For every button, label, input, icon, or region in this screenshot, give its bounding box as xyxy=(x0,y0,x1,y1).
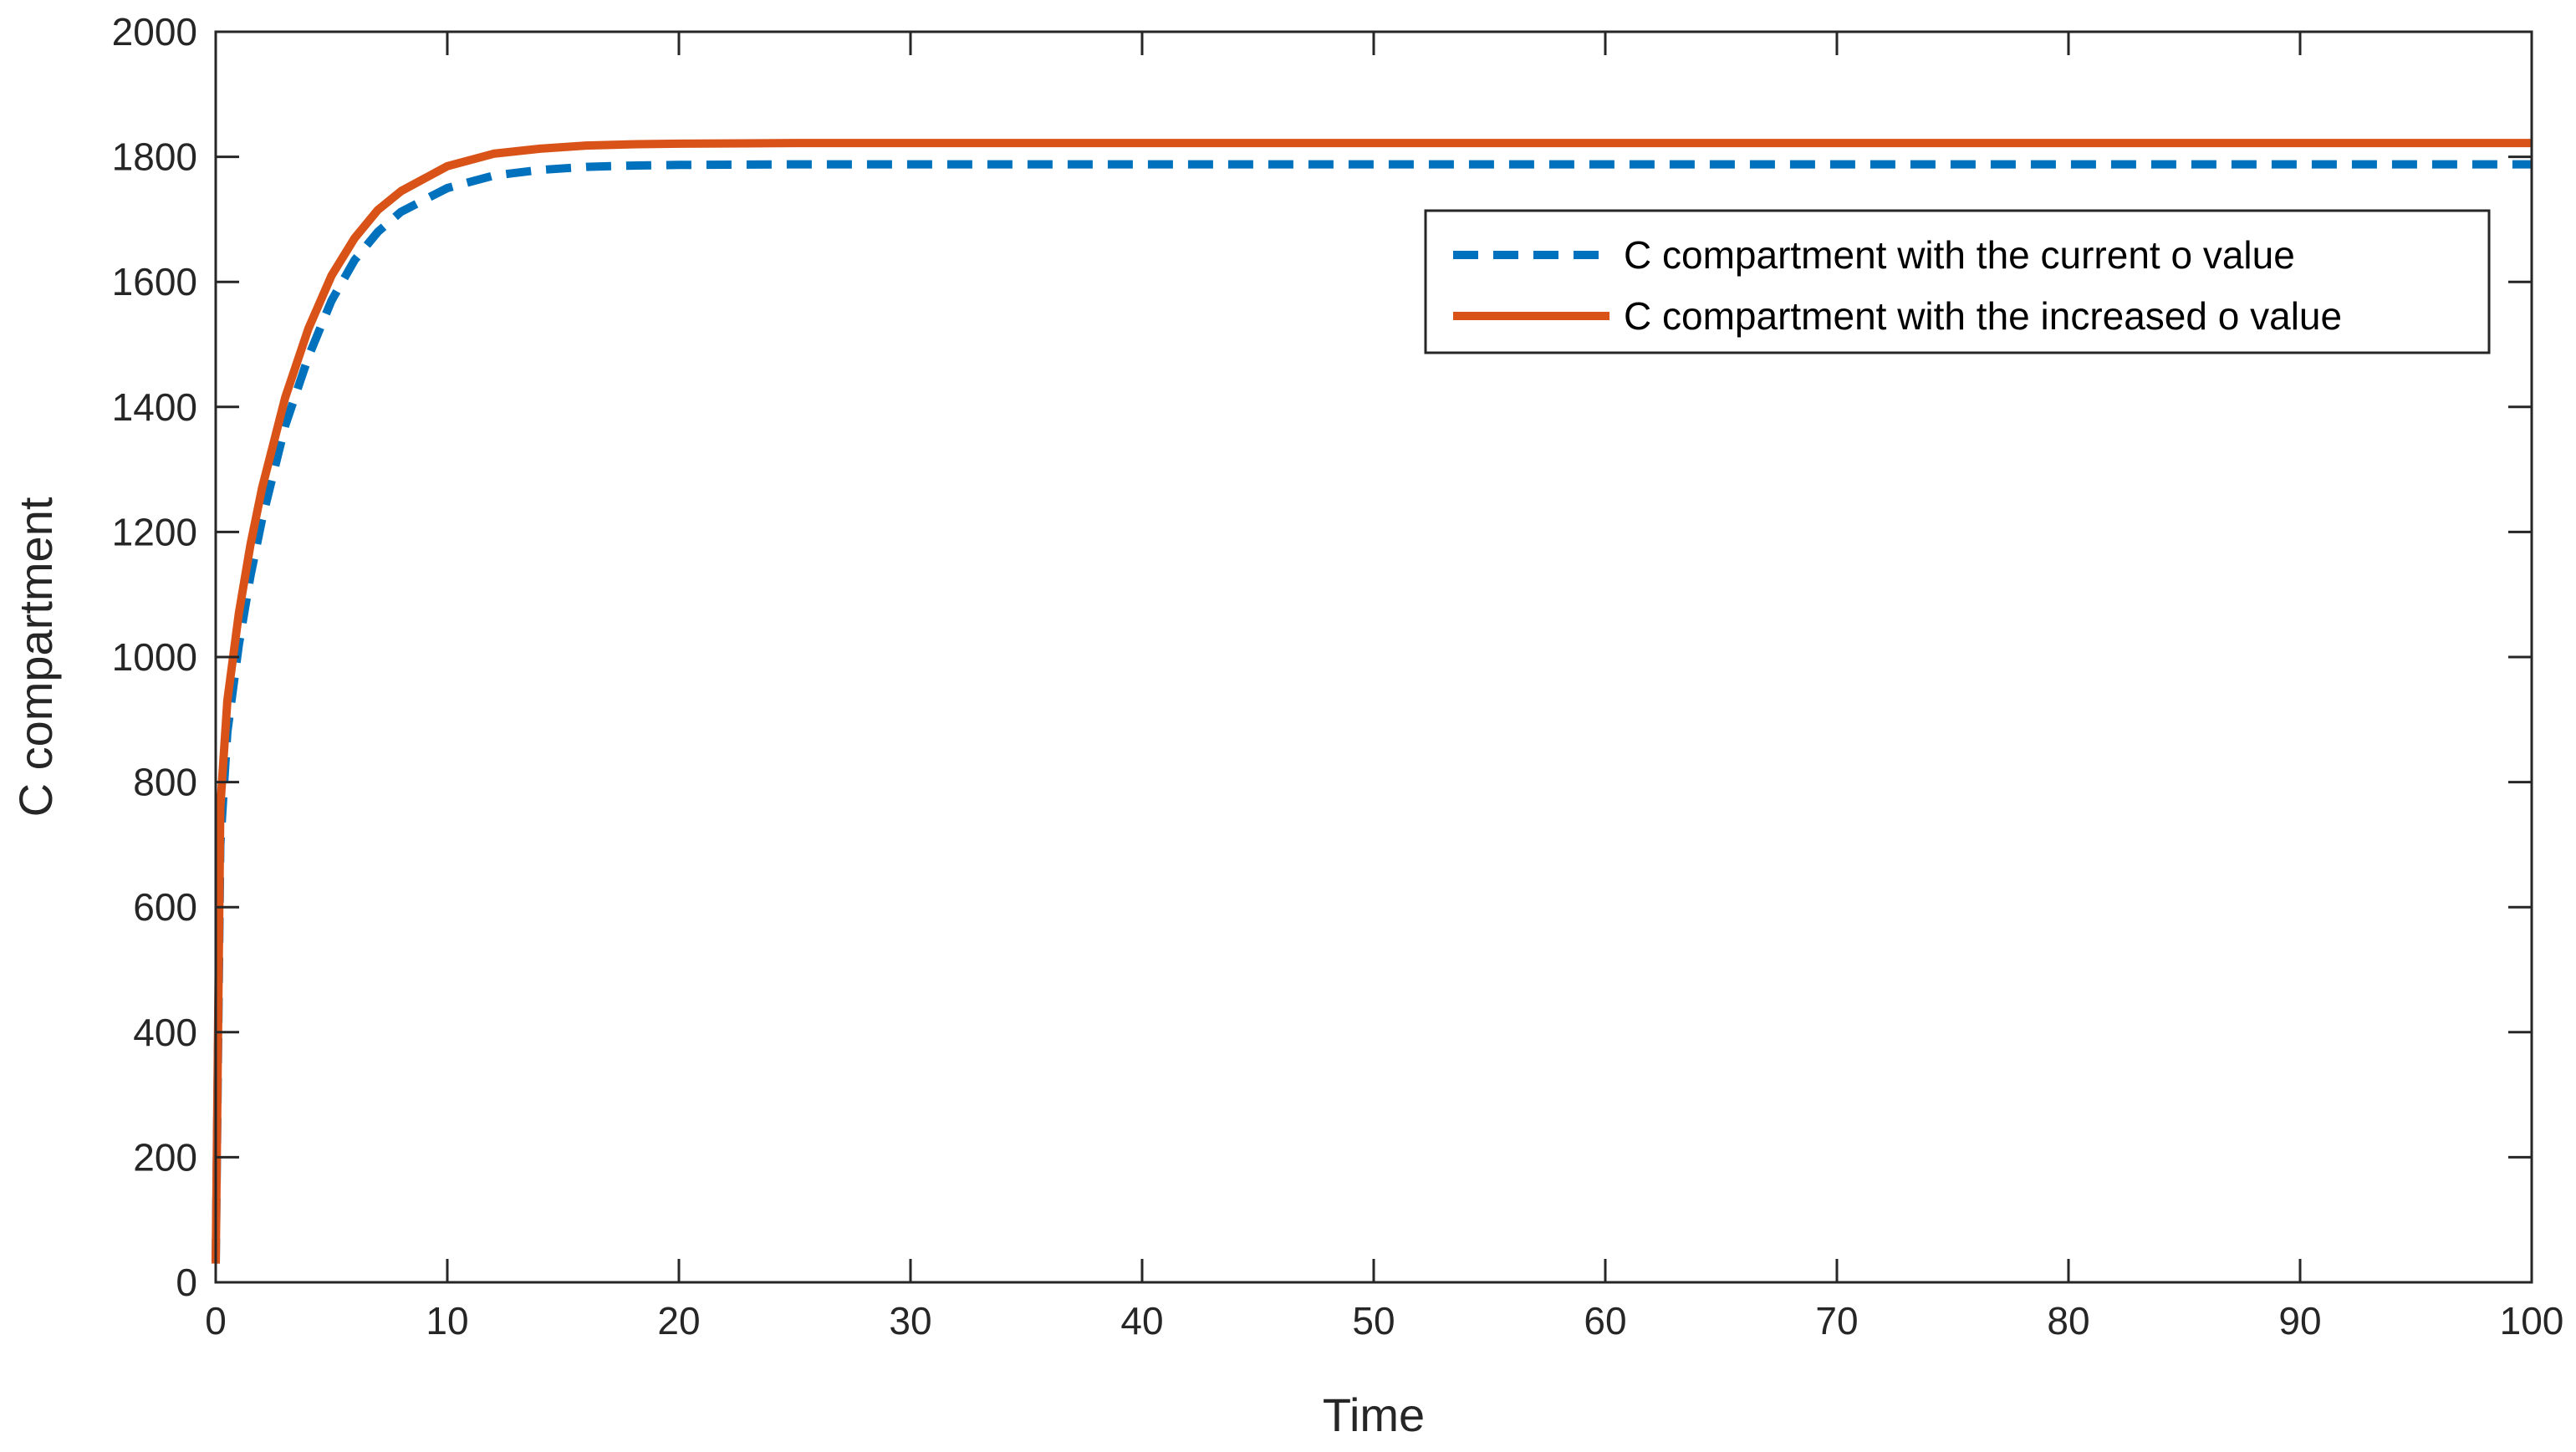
y-tick-label: 800 xyxy=(133,761,197,804)
y-tick-label: 600 xyxy=(133,885,197,929)
legend-label-current: C compartment with the current o value xyxy=(1624,233,2295,277)
y-tick-label: 1600 xyxy=(112,260,197,303)
x-tick-label: 70 xyxy=(1815,1299,1858,1342)
y-tick-label: 200 xyxy=(133,1135,197,1179)
x-tick-label: 40 xyxy=(1120,1299,1163,1342)
x-tick-label: 50 xyxy=(1352,1299,1395,1342)
y-tick-label: 400 xyxy=(133,1011,197,1054)
legend-box xyxy=(1424,209,2491,354)
plot-lines xyxy=(212,139,2532,1264)
y-tick-label: 2000 xyxy=(112,10,197,53)
legend: C compartment with the current o value C… xyxy=(1424,209,2491,354)
x-tick-label: 0 xyxy=(205,1299,227,1342)
x-tick-label: 10 xyxy=(426,1299,468,1342)
x-tick-label: 60 xyxy=(1584,1299,1626,1342)
y-axis-label: C compartment xyxy=(9,497,62,817)
y-tick-label: 1800 xyxy=(112,135,197,179)
x-tick-label: 30 xyxy=(889,1299,931,1342)
x-tick-label: 100 xyxy=(2500,1299,2564,1342)
x-tick-label: 90 xyxy=(2278,1299,2321,1342)
axis-ticks: 0 10 20 30 40 50 60 70 80 90 100020040060080010001… xyxy=(112,10,2564,1342)
series-line-current xyxy=(212,160,2532,1264)
y-tick-label: 1000 xyxy=(112,635,197,679)
x-axis-label: Time xyxy=(1323,1388,1425,1441)
y-tick-label: 1400 xyxy=(112,385,197,429)
x-tick-label: 80 xyxy=(2047,1299,2089,1342)
y-tick-label: 1200 xyxy=(112,510,197,553)
legend-label-increased: C compartment with the increased o value xyxy=(1624,294,2342,338)
series-line-increased xyxy=(212,139,2532,1264)
x-tick-label: 20 xyxy=(657,1299,700,1342)
y-tick-label: 0 xyxy=(176,1261,197,1304)
